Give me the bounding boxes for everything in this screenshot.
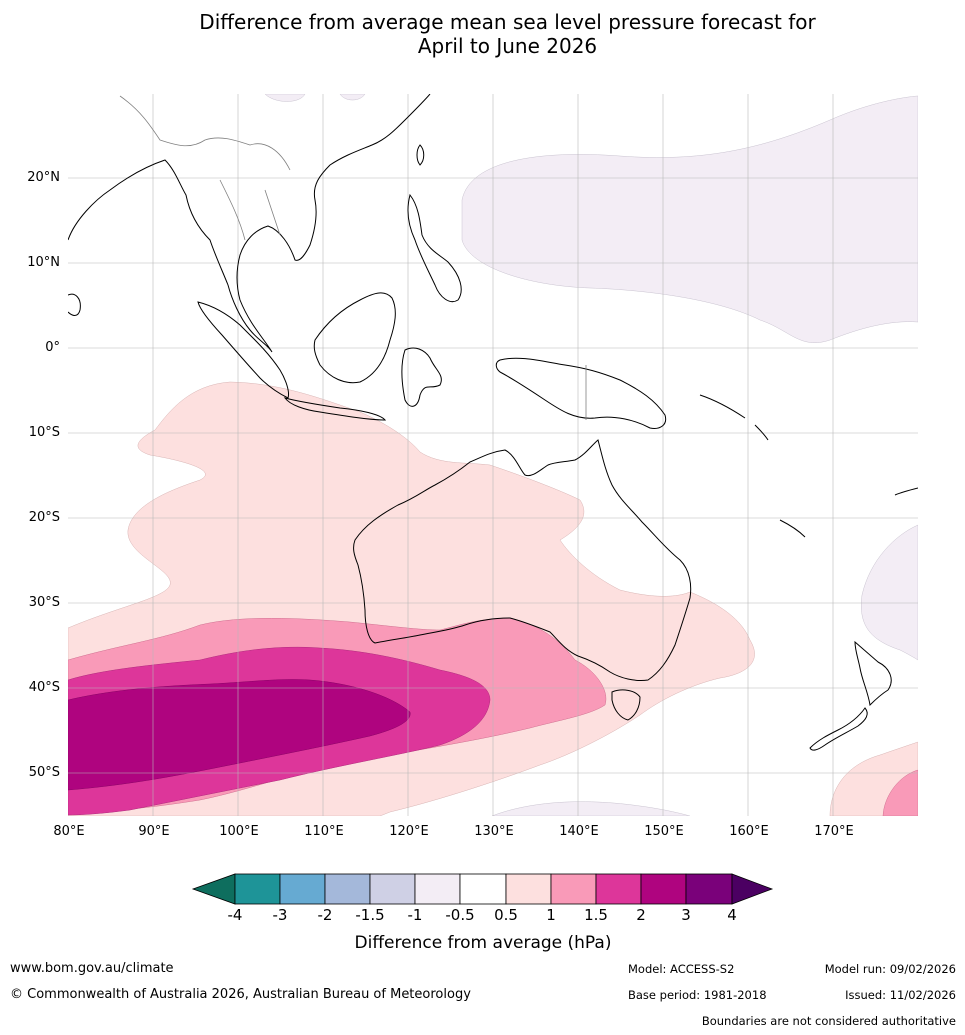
colorbar-swatch-11 (685, 873, 733, 905)
lat-label: 20°N (27, 170, 60, 185)
lat-label: 40°S (28, 680, 60, 695)
anomaly-region-top (264, 94, 366, 102)
lat-label: 10°N (27, 255, 60, 270)
coast-asia-mainland (68, 94, 431, 353)
colorbar-tick: 2 (636, 906, 646, 924)
lon-label: 90°E (138, 824, 170, 839)
lon-label: 130°E (474, 824, 514, 839)
colorbar-extend-high (731, 873, 774, 905)
coast-java (283, 397, 387, 421)
lat-label: 30°S (28, 595, 60, 610)
disclaimer: Boundaries are not considered authoritat… (701, 1014, 956, 1028)
coast-new-guinea (495, 357, 667, 429)
coast-new-caledonia (779, 519, 806, 538)
lat-label: 20°S (28, 510, 60, 525)
coast-fiji (894, 487, 918, 496)
model-run-date: Model run: 09/02/2026 (824, 962, 956, 976)
colorbar-swatch-5 (414, 873, 461, 905)
colorbar-tick: -3 (272, 906, 288, 924)
lon-label: 120°E (389, 824, 429, 839)
colorbar-tick: 4 (727, 906, 737, 924)
lat-label: 50°S (28, 765, 60, 780)
title-line-1: Difference from average mean sea level p… (199, 10, 816, 34)
colorbar-title: Difference from average (hPa) (354, 933, 612, 953)
coast-borneo (313, 292, 396, 384)
colorbar-tick: 1 (546, 906, 556, 924)
lon-label: 170°E (814, 824, 854, 839)
coast-tasmania (611, 689, 641, 721)
colorbar-swatch-8 (550, 873, 597, 905)
title-line-2: April to June 2026 (417, 34, 598, 58)
coast-australia (353, 439, 692, 681)
coast-taiwan (416, 144, 425, 166)
coast-sulawesi (401, 347, 442, 407)
colorbar-tick: 1.5 (584, 906, 608, 924)
anomaly-region-south (491, 801, 691, 816)
anomaly-region-north-pacific (461, 95, 918, 343)
coast-nz-south (809, 707, 868, 751)
coast-sumatra (197, 301, 289, 399)
model-name: Model: ACCESS-S2 (628, 962, 735, 976)
colorbar-tick: -4 (227, 906, 243, 924)
anomaly-region-tasman-medium (882, 769, 918, 816)
lon-label: 140°E (559, 824, 599, 839)
base-period: Base period: 1981-2018 (628, 988, 767, 1002)
lon-label: 160°E (729, 824, 769, 839)
lat-label: 0° (45, 340, 60, 355)
coastlines (68, 94, 918, 751)
colorbar-tick: -1 (407, 906, 423, 924)
colorbar-extend-low (191, 873, 236, 905)
colorbar (191, 873, 774, 905)
lon-label: 80°E (53, 824, 85, 839)
colorbar-swatch-9 (595, 873, 642, 905)
colorbar-tick: -0.5 (445, 906, 475, 924)
country-borders (119, 95, 587, 420)
anomaly-field (68, 94, 918, 816)
website-link[interactable]: www.bom.gov.au/climate (10, 961, 174, 976)
chart-title: Difference from average mean sea level p… (0, 10, 965, 58)
coast-nz-north (854, 640, 892, 707)
colorbar-tick: 3 (681, 906, 691, 924)
colorbar-swatch-6 (459, 873, 507, 905)
colorbar-swatch-3 (324, 873, 371, 905)
lon-label: 110°E (304, 824, 344, 839)
colorbar-tick: -2 (317, 906, 333, 924)
lon-label: 100°E (219, 824, 259, 839)
colorbar-swatch-7 (505, 873, 552, 905)
colorbar-swatch-1 (234, 873, 281, 905)
coast-philippines (407, 193, 462, 303)
colorbar-tick: -1.5 (355, 906, 385, 924)
issued-date: Issued: 11/02/2026 (845, 988, 956, 1002)
coast-india-tip (68, 293, 81, 316)
lon-label: 150°E (644, 824, 684, 839)
colorbar-swatch-10 (640, 873, 687, 905)
anomaly-region-dark-magenta (68, 679, 411, 791)
colorbar-swatch-4 (369, 873, 416, 905)
lat-label: 10°S (28, 425, 60, 440)
colorbar-tick: 0.5 (494, 906, 518, 924)
anomaly-region-east-tasman (861, 524, 918, 661)
coast-solomons (699, 394, 769, 441)
copyright-text: © Commonwealth of Australia 2026, Austra… (10, 987, 471, 1002)
colorbar-swatch-2 (279, 873, 326, 905)
